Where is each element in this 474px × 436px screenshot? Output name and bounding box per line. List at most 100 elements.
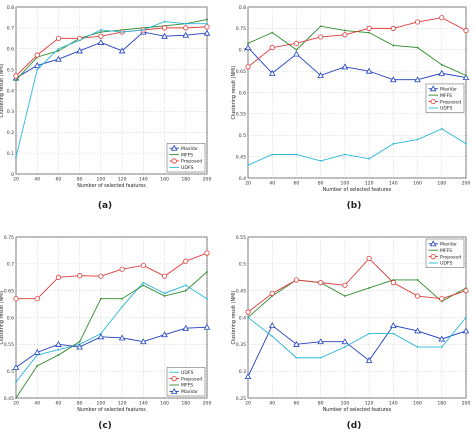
legend-marker <box>429 85 437 92</box>
panel-label-c: (c) <box>98 421 112 431</box>
x-tick-label: 40 <box>269 181 275 187</box>
data-point <box>98 33 104 39</box>
x-tick-label: 140 <box>139 401 148 407</box>
x-tick-label: 180 <box>181 401 190 407</box>
data-point <box>206 297 208 300</box>
data-point <box>97 39 105 45</box>
data-point <box>438 69 446 76</box>
data-point <box>57 49 60 52</box>
y-tick-label: 0.45 <box>236 154 246 160</box>
data-point <box>15 79 17 81</box>
data-point <box>293 40 300 46</box>
legend-entry: Proposed <box>440 254 461 260</box>
data-point <box>183 25 189 31</box>
legend-entry: Proposed <box>440 99 461 105</box>
panel-label-d: (d) <box>347 421 362 431</box>
legend-marker <box>170 144 178 151</box>
y-tick-label: 0.35 <box>236 342 246 348</box>
data-point <box>163 295 166 297</box>
series-udfs <box>247 316 467 359</box>
data-point <box>55 35 62 41</box>
data-point <box>142 281 145 284</box>
data-point <box>77 273 83 279</box>
data-point <box>244 44 252 51</box>
data-point <box>245 64 251 70</box>
data-point <box>440 127 443 130</box>
legend-marker <box>170 387 178 394</box>
x-tick-label: 160 <box>160 177 169 183</box>
data-point <box>368 287 371 289</box>
data-point <box>34 296 40 302</box>
data-point <box>414 19 421 25</box>
y-tick-label: 0.3 <box>239 369 246 375</box>
legend-entry: MFFS <box>181 383 193 389</box>
data-point <box>342 32 348 38</box>
data-point <box>293 277 300 283</box>
data-point <box>416 138 419 141</box>
y-tick-label: 0.7 <box>7 262 14 268</box>
y-tick-label: 0.6 <box>7 47 14 53</box>
y-tick-label: 0.1 <box>7 151 14 157</box>
data-point <box>269 45 275 51</box>
panel-label-a: (a) <box>98 201 112 211</box>
x-tick-label: 100 <box>340 181 349 187</box>
data-point <box>463 288 469 294</box>
data-point <box>119 266 125 272</box>
x-tick-label: 20 <box>13 401 19 407</box>
y-tick-label: 0.8 <box>239 5 246 11</box>
legend-entry: MaxVar <box>440 86 457 92</box>
legend-marker <box>171 158 177 164</box>
y-axis-label: Clustering result (NMI) <box>0 290 5 344</box>
y-tick-label: 0.8 <box>7 5 14 11</box>
data-point <box>161 273 168 279</box>
data-point <box>204 24 210 30</box>
data-point <box>365 67 373 74</box>
data-point <box>99 31 102 33</box>
data-point <box>268 322 276 329</box>
legend-entry: UDFS <box>440 261 452 267</box>
data-point <box>57 47 60 50</box>
series-line <box>247 47 467 81</box>
data-point <box>206 18 208 21</box>
series-maxvar <box>244 322 470 380</box>
y-tick-label: 0.4 <box>239 315 246 321</box>
y-tick-label: 0.7 <box>7 26 14 32</box>
legend-entry: MFFS <box>181 152 193 158</box>
x-tick-label: 40 <box>269 401 275 407</box>
data-point <box>12 363 20 370</box>
y-tick-label: 0 <box>11 172 14 178</box>
series-maxvar <box>12 323 211 370</box>
data-point <box>57 348 60 351</box>
data-point <box>36 364 39 367</box>
data-point <box>319 160 322 162</box>
x-tick-label: 20 <box>13 177 19 183</box>
x-tick-label: 140 <box>389 181 398 187</box>
y-tick-label: 0.65 <box>236 69 246 75</box>
data-point <box>33 62 41 68</box>
data-point <box>365 357 373 363</box>
data-point <box>15 156 17 159</box>
chart-panels: 0 0.1 0.2 0.3 0.4 0.5 0.6 0.7 0.8 20 40 60 80 100 120 1… <box>0 5 470 413</box>
data-point <box>295 356 298 359</box>
data-point <box>390 25 396 31</box>
data-point <box>318 34 324 40</box>
data-point <box>416 346 419 348</box>
series-udfs <box>15 20 208 159</box>
data-point <box>118 47 126 54</box>
series-line <box>247 128 467 166</box>
series-line <box>15 271 208 399</box>
data-point <box>343 153 346 156</box>
data-point <box>271 153 274 156</box>
data-point <box>416 46 419 49</box>
x-tick-label: 60 <box>294 401 300 407</box>
series-proposed <box>245 255 469 315</box>
data-point <box>182 324 190 331</box>
x-tick-label: 180 <box>437 401 446 407</box>
data-point <box>390 322 397 329</box>
data-point <box>140 338 147 345</box>
series-line <box>247 257 467 313</box>
y-tick-label: 0.7 <box>239 48 246 54</box>
y-tick-label: 0.3 <box>7 109 14 115</box>
